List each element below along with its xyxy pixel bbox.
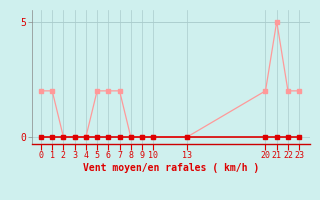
X-axis label: Vent moyen/en rafales ( km/h ): Vent moyen/en rafales ( km/h ) [83, 163, 259, 173]
